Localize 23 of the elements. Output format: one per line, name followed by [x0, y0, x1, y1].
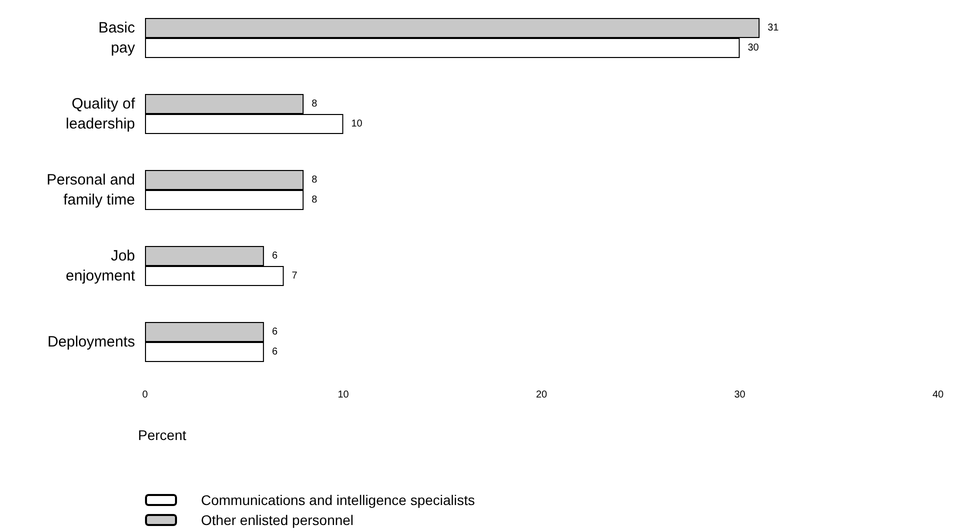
x-axis-title: Percent: [138, 427, 186, 443]
data-label: 6: [272, 250, 278, 262]
data-label: 7: [292, 270, 298, 282]
y-tick-label: Job enjoyment: [66, 248, 136, 284]
data-label: 6: [272, 326, 278, 338]
y-tick-label: Deployments: [47, 334, 135, 350]
x-tick-label: 40: [932, 390, 944, 400]
data-label: 8: [312, 174, 318, 186]
y-tick-label: Basic pay: [98, 20, 136, 56]
legend-label: Other enlisted personnel: [201, 512, 354, 528]
data-label: 10: [351, 118, 363, 130]
legend-label: Communications and intelligence specialists: [201, 492, 475, 508]
x-tick-label: 0: [142, 390, 148, 400]
x-tick-label: 10: [338, 390, 350, 400]
data-label: 31: [768, 22, 780, 34]
y-tick-label: Personal and family time: [46, 172, 135, 208]
y-tick-label: Quality of leadership: [66, 96, 136, 132]
x-tick-label: 30: [734, 390, 746, 400]
data-label: 30: [748, 42, 760, 54]
data-label: 8: [312, 98, 318, 110]
data-label: 6: [272, 346, 278, 358]
x-tick-label: 20: [536, 390, 548, 400]
data-label: 8: [312, 194, 318, 206]
